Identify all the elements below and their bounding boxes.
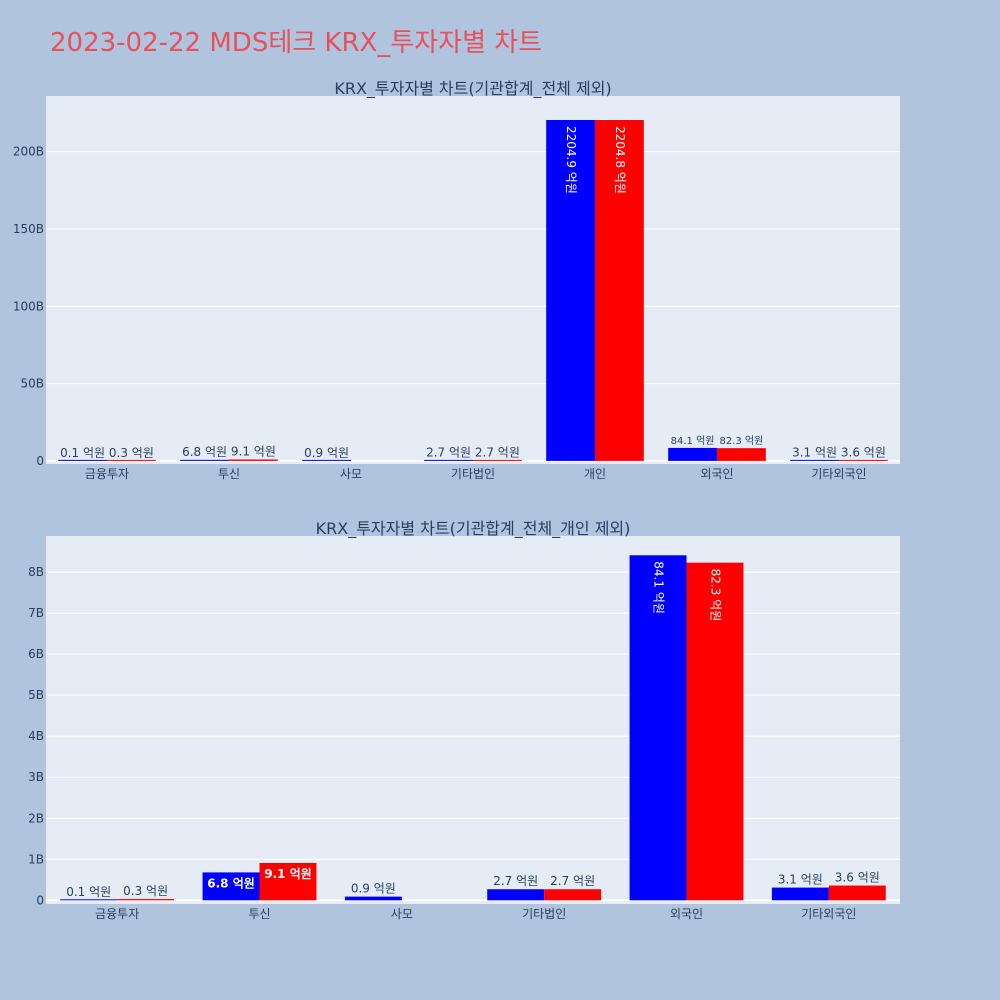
x-tick-label: 기타법인 (451, 467, 495, 481)
bar (424, 459, 473, 461)
y-tick-label: 7B (28, 606, 44, 620)
bar (668, 447, 717, 461)
bar (60, 899, 118, 901)
bar (259, 862, 317, 901)
data-label: 6.8 억원 (207, 876, 255, 890)
data-label: 0.1 억원 (60, 446, 105, 460)
data-label: 6.8 억원 (182, 445, 227, 459)
bar (107, 459, 156, 461)
data-label: 2.7 억원 (475, 445, 520, 459)
x-tick-label: 투신 (218, 467, 240, 481)
y-tick-label: 4B (28, 729, 44, 743)
y-tick-label: 5B (28, 688, 44, 702)
x-tick-label: 기타외국인 (801, 907, 856, 921)
bar (595, 119, 644, 461)
data-label: 9.1 억원 (264, 867, 312, 881)
data-label: 3.6 억원 (841, 445, 886, 459)
y-tick-label: 0 (36, 893, 44, 907)
x-tick-label: 사모 (340, 467, 362, 481)
plot-area (46, 536, 900, 904)
bar (686, 562, 744, 901)
data-label: 82.3 억원 (708, 569, 722, 622)
data-label: 2204.9 억원 (564, 126, 578, 194)
chart-all-investors: KRX_투자자별 차트(기관합계_전체 제외) 0 50B 100B 150B 200B 금… (13, 79, 900, 481)
bar (202, 872, 260, 901)
x-tick-label: 사모 (391, 907, 413, 921)
x-tick-label: 개인 (584, 467, 606, 481)
bar (828, 885, 886, 901)
bar (487, 889, 545, 901)
bar (344, 896, 402, 901)
bar (180, 459, 229, 461)
data-label: 0.1 억원 (66, 885, 111, 899)
y-tick-label: 6B (28, 647, 44, 661)
data-label: 0.9 억원 (304, 446, 349, 460)
x-tick-label: 금융투자 (85, 467, 129, 481)
data-label: 3.6 억원 (835, 871, 880, 885)
chart-excluding-individuals: KRX_투자자별 차트(기관합계_전체_개인 제외) 0 1B 2B 3B 4B 5B 6B 7… (28, 519, 900, 921)
bar (790, 459, 839, 461)
y-tick-label: 2B (28, 811, 44, 825)
data-label: 0.3 억원 (123, 884, 168, 898)
y-tick-label: 1B (28, 852, 44, 866)
bar (302, 459, 351, 461)
bar (117, 899, 175, 901)
x-tick-label: 기타외국인 (811, 467, 866, 481)
bar (229, 459, 278, 461)
bar (546, 119, 595, 461)
data-label: 9.1 억원 (231, 445, 276, 459)
y-tick-label: 8B (28, 565, 44, 579)
data-label: 82.3 억원 (719, 435, 763, 447)
data-label: 3.1 억원 (778, 873, 823, 887)
x-tick-label: 외국인 (670, 907, 703, 921)
bar (544, 889, 602, 901)
data-label: 84.1 억원 (671, 435, 715, 447)
data-label: 84.1 억원 (652, 561, 666, 614)
plot-area (46, 96, 900, 464)
data-label: 3.1 억원 (792, 445, 837, 459)
x-tick-label: 금융투자 (95, 907, 139, 921)
chart-title: KRX_투자자별 차트(기관합계_전체_개인 제외) (316, 519, 631, 539)
data-label: 2.7 억원 (493, 874, 538, 888)
page-title: 2023-02-22 MDS테크 KRX_투자자별 차트 (50, 28, 543, 58)
y-tick-label: 3B (28, 770, 44, 784)
y-tick-label: 150B (13, 222, 44, 236)
bar (717, 448, 766, 461)
data-label: 2.7 억원 (550, 874, 595, 888)
x-tick-label: 외국인 (700, 467, 733, 481)
bar (473, 459, 522, 461)
data-label: 2.7 억원 (426, 445, 471, 459)
chart-title: KRX_투자자별 차트(기관합계_전체 제외) (334, 79, 611, 99)
bar (58, 459, 107, 461)
y-tick-label: 50B (20, 377, 44, 391)
y-tick-label: 200B (13, 145, 44, 159)
bar (629, 555, 687, 901)
data-label: 0.3 억원 (109, 446, 154, 460)
x-tick-label: 투신 (248, 907, 270, 921)
data-label: 0.9 억원 (351, 882, 396, 896)
bar (771, 887, 829, 901)
x-tick-label: 기타법인 (522, 907, 566, 921)
data-label: 2204.8 억원 (613, 126, 627, 194)
y-tick-label: 0 (36, 454, 44, 468)
bar (839, 459, 888, 461)
y-tick-label: 100B (13, 299, 44, 313)
